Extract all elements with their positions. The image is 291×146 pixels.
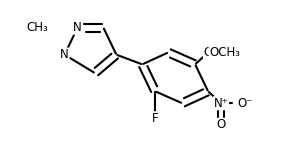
Text: F: F [152,112,159,125]
Text: N: N [60,48,69,61]
Text: CH₃: CH₃ [26,21,48,34]
Text: OCH₃: OCH₃ [209,46,240,59]
Text: N: N [73,21,82,34]
Text: O: O [203,46,213,59]
Text: O⁻: O⁻ [237,97,253,110]
Text: O: O [217,118,226,131]
Text: N⁺: N⁺ [214,97,228,110]
